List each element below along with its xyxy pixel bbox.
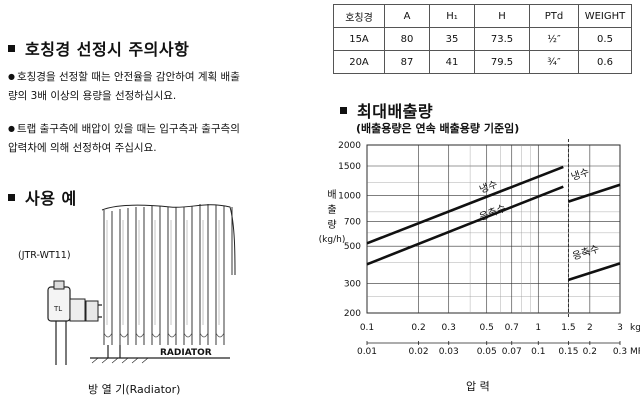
x-tick-label-mpa: 0.07 (502, 347, 522, 357)
table-cell: 87 (384, 50, 430, 74)
series-label: 냉수 (570, 166, 591, 183)
radiator-label: RADIATOR (160, 348, 212, 358)
x-tick-label-kg: 0.3 (442, 323, 456, 333)
note-1-line-1: 호칭경을 선정할 때는 안전율을 감안하여 계획 배출 (16, 71, 240, 83)
x-tick-label-kg: 2 (587, 323, 593, 333)
y-axis-unit: (kg/h) (318, 235, 346, 245)
table-cell: ¾″ (529, 50, 579, 74)
x-tick-label-mpa: 0.1 (531, 347, 545, 357)
table-header-row: 호칭경 A H₁ H PTd WEIGHT (333, 4, 632, 28)
chart-subtitle: (배출용량은 연속 배출용량 기준임) (356, 122, 520, 135)
x-tick-label-mpa: 0.05 (477, 347, 497, 357)
model-label: (JTR-WT11) (18, 250, 71, 261)
x-tick-label-mpa: 0.15 (558, 347, 578, 357)
note-2-line-1: 트랩 출구측에 배압이 있을 때는 입구측과 출구측의 (16, 123, 240, 135)
table-cell: 20A (333, 50, 385, 74)
x-tick-label-mpa: 0.3 (613, 347, 627, 357)
svg-text:TL: TL (53, 305, 62, 313)
series-label: 응축수 (478, 202, 508, 223)
table-cell: 73.5 (474, 27, 530, 51)
table-header-cell: 호칭경 (333, 4, 385, 28)
radiator-caption: 방 열 기(Radiator) (88, 383, 181, 396)
series-line-condensate (568, 262, 621, 282)
x-tick-label-mpa: 0.02 (409, 347, 429, 357)
table-header-cell: H₁ (429, 4, 475, 28)
chart-title: 최대배출량 (340, 98, 433, 122)
bullet-dot-icon: ● (8, 72, 15, 81)
x-unit-kg: kgf/cm² (630, 323, 640, 333)
series-line-condensate (366, 185, 564, 266)
x-tick-label-kg: 0.1 (360, 323, 374, 333)
x-tick-label-kg: 0.2 (411, 323, 425, 333)
y-tick-label: 1500 (338, 162, 361, 172)
note-1-line-2: 량의 3배 이상의 용량을 선정하십시요. (8, 90, 177, 102)
note-2-line-2: 압력차에 의해 선정하여 주십시요. (8, 142, 157, 154)
radiator-illustration: TL (47, 204, 236, 365)
y-tick-label: 700 (344, 218, 361, 228)
y-axis-label: 배 출 량 (kg/h) (318, 188, 346, 248)
x-tick-label-kg: 1.5 (561, 323, 575, 333)
y-tick-label: 2000 (338, 141, 361, 151)
x-tick-label-mpa: 0.2 (583, 347, 597, 357)
table-row: 20A 87 41 79.5 ¾″ 0.6 (333, 50, 632, 74)
table-header-cell: A (384, 4, 430, 28)
y-axis-label-char: 출 (327, 205, 337, 216)
x-tick-label-kg: 1 (535, 323, 541, 333)
x-unit-mpa: MPa (630, 347, 640, 357)
x-tick-label-kg: 0.7 (505, 323, 519, 333)
table-header-cell: WEIGHT (578, 4, 632, 28)
section-title-usage-text: 사용 예 (25, 189, 77, 208)
x-tick-label-mpa: 0.01 (357, 347, 377, 357)
x-tick-label-kg: 3 (617, 323, 623, 333)
section-title-text: 호칭경 선정시 주의사항 (25, 40, 190, 59)
table-cell: 0.6 (578, 50, 632, 74)
table-header-cell: PTd (529, 4, 579, 28)
x-tick-label-mpa: 0.03 (439, 347, 459, 357)
y-axis-label-char: 량 (327, 220, 337, 231)
chart-title-text: 최대배출량 (357, 102, 434, 121)
y-tick-label: 200 (344, 309, 361, 319)
square-bullet-icon (8, 45, 15, 52)
table-cell: 41 (429, 50, 475, 74)
series-line-cold-water (568, 183, 621, 203)
y-tick-label: 1000 (338, 192, 361, 202)
note-2: ● 트랩 출구측에 배압이 있을 때는 입구측과 출구측의 압력차에 의해 선정하… (8, 120, 308, 158)
table-header-cell: H (474, 4, 530, 28)
table-cell: 79.5 (474, 50, 530, 74)
series-line-cold-water (366, 165, 564, 245)
x-axis-label: 압 력 (466, 380, 490, 393)
table-cell: 15A (333, 27, 385, 51)
note-1: ● 호칭경을 선정할 때는 안전율을 감안하여 계획 배출 량의 3배 이상의 용… (8, 68, 308, 106)
section-title-precautions: 호칭경 선정시 주의사항 (8, 36, 189, 60)
x-tick-label-kg: 0.5 (480, 323, 494, 333)
bullet-dot-icon: ● (8, 124, 15, 133)
spec-table: 호칭경 A H₁ H PTd WEIGHT 15A 80 35 73.5 ½″ … (333, 4, 632, 74)
square-bullet-icon (340, 107, 347, 114)
y-axis-label-char: 배 (327, 190, 337, 201)
y-tick-label: 300 (344, 279, 361, 289)
section-title-usage: 사용 예 (8, 185, 77, 209)
y-tick-label: 500 (344, 242, 361, 252)
square-bullet-icon (8, 194, 15, 201)
series-label: 응축수 (571, 243, 601, 263)
